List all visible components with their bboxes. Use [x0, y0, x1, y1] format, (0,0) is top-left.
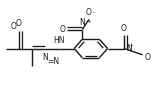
Text: -: -	[93, 11, 95, 16]
Text: O: O	[86, 8, 92, 17]
Text: N: N	[79, 18, 85, 27]
Text: O: O	[144, 53, 150, 62]
Text: +: +	[129, 42, 133, 48]
Text: -: -	[147, 51, 149, 56]
Text: N: N	[42, 53, 48, 62]
Text: HN: HN	[54, 36, 65, 45]
Text: O: O	[59, 25, 65, 34]
Text: =N: =N	[47, 57, 59, 66]
Text: O: O	[11, 22, 17, 31]
Text: N: N	[126, 44, 132, 53]
Text: +: +	[86, 19, 91, 24]
Text: O: O	[121, 24, 127, 33]
Text: O: O	[16, 19, 22, 28]
